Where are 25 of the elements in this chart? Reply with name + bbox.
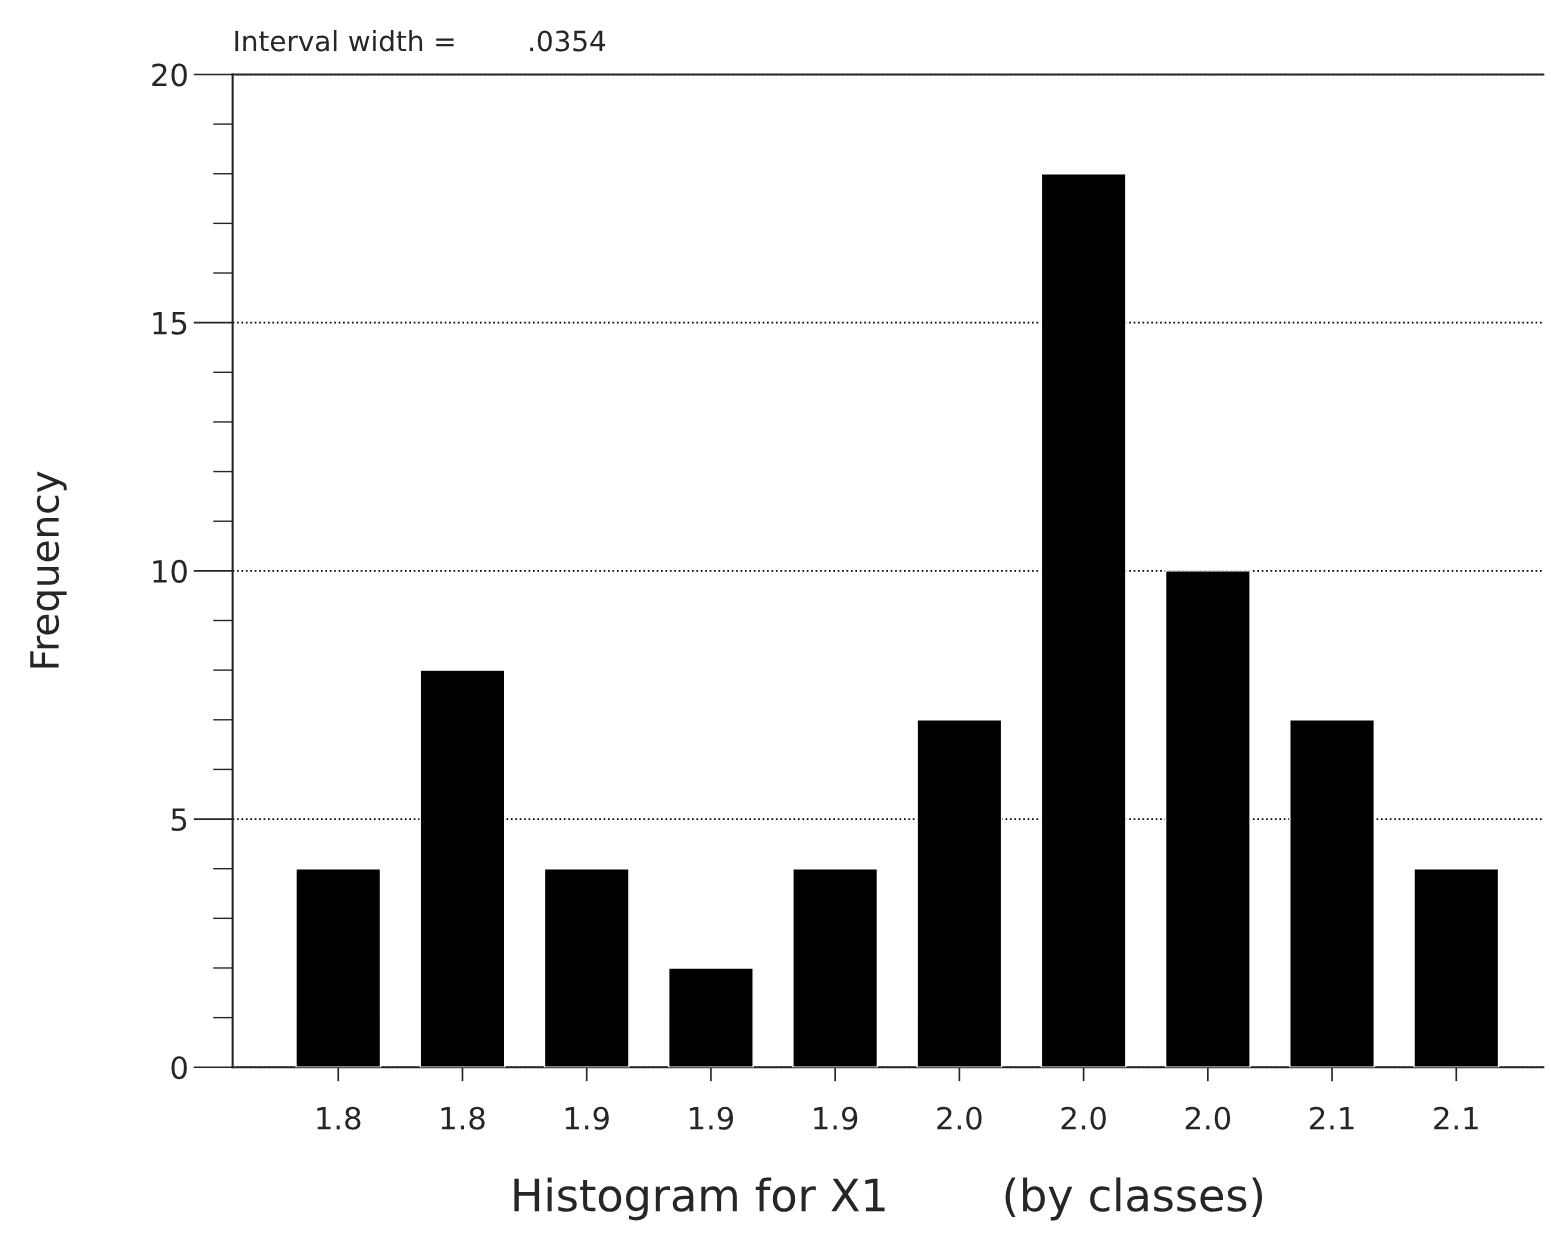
x-tick-label: 1.8	[441, 1106, 485, 1130]
x-axis-title: Histogram for X1 (by classes)	[514, 1177, 1263, 1221]
text: Interval width = .0354	[235, 29, 606, 52]
x-tick-label: 1.9	[689, 1106, 734, 1130]
y-tick-label: 20	[152, 63, 187, 87]
bar	[543, 868, 630, 1068]
x-tick-label: 1.9	[814, 1106, 858, 1130]
x-tick-label: 2.0	[937, 1106, 982, 1130]
bar	[1164, 570, 1251, 1068]
x-tick-label: 2.1	[1310, 1106, 1354, 1130]
y-axis-title: Frequency	[30, 471, 67, 668]
x-tick-label: 2.0	[1061, 1106, 1106, 1130]
bar	[792, 868, 879, 1068]
x-tick-label: 1.9	[565, 1106, 609, 1130]
bar	[1413, 868, 1500, 1068]
x-tick-label: 2.0	[1185, 1106, 1231, 1130]
x-tick-label: 2.1	[1434, 1106, 1478, 1130]
x-tick-label: 1.8	[317, 1106, 361, 1130]
y-tick-label: 0	[171, 1056, 187, 1080]
y-tick-label: 10	[153, 559, 187, 583]
bar	[295, 868, 382, 1068]
y-tick-label: 5	[171, 808, 187, 832]
y-tick-label: 15	[153, 311, 187, 335]
bar	[1040, 173, 1127, 1068]
bar	[667, 967, 754, 1068]
